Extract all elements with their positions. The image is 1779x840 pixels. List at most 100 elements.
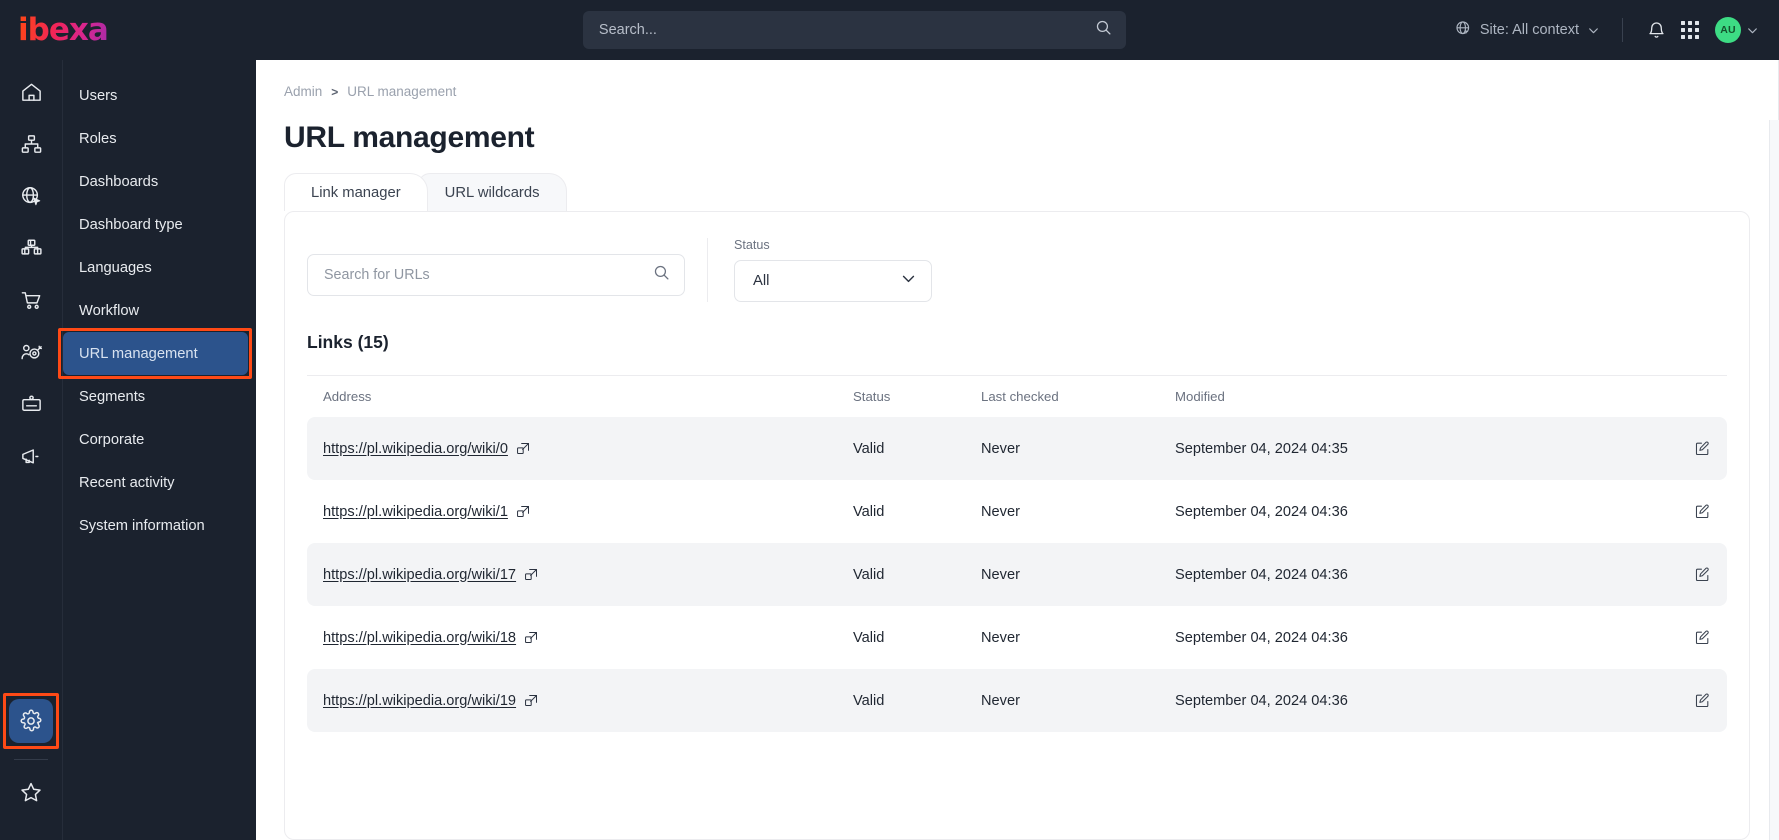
external-link-icon[interactable] [524,567,539,582]
avatar: AU [1715,17,1741,43]
edit-pencil-icon[interactable] [1694,629,1711,646]
search-icon[interactable] [1095,19,1112,41]
sidebar-item-users[interactable]: Users [63,74,248,117]
rail-divider [14,759,48,760]
cell-address: https://pl.wikipedia.org/wiki/18 [323,630,853,646]
site-context-label: Site: All context [1479,22,1579,38]
global-search-input[interactable]: Search... [598,22,657,38]
cell-actions [1671,629,1711,646]
cell-actions [1671,440,1711,457]
rail-item-products[interactable] [9,226,53,270]
row-link[interactable]: https://pl.wikipedia.org/wiki/19 [323,692,517,709]
rail-item-bookmarks[interactable] [9,770,53,814]
sidebar-item-label: Workflow [79,302,140,319]
cell-modified: September 04, 2024 04:35 [1175,440,1348,457]
table-row[interactable]: https://pl.wikipedia.org/wiki/0 Valid Ne… [307,417,1727,480]
cell-address: https://pl.wikipedia.org/wiki/1 [323,504,853,520]
logo-text: ibexa [18,11,109,48]
rail-item-campaigns[interactable] [9,434,53,478]
edit-pencil-icon[interactable] [1694,692,1711,709]
cell-last-checked: Never [981,503,1020,520]
cell-actions [1671,566,1711,583]
filter-row: Search for URLs Status All [285,212,1749,328]
cell-status: Valid [853,566,885,583]
sidebar-item-languages[interactable]: Languages [63,246,248,289]
cell-last-checked: Never [981,566,1020,583]
page-scroll-frame[interactable] [1769,120,1779,840]
row-link[interactable]: https://pl.wikipedia.org/wiki/0 [323,440,508,457]
cell-actions [1671,503,1711,520]
rail-item-home[interactable] [9,70,53,114]
sidebar-item-label: URL management [79,345,198,362]
rail-item-personalization[interactable] [9,382,53,426]
cell-last-checked: Never [981,629,1020,646]
sidebar-item-dashboards[interactable]: Dashboards [63,160,248,203]
chevron-down-icon[interactable] [900,270,917,292]
row-link[interactable]: https://pl.wikipedia.org/wiki/18 [323,629,517,646]
sidebar-item-dashboard-type[interactable]: Dashboard type [63,203,248,246]
edit-pencil-icon[interactable] [1694,566,1711,583]
logo[interactable]: ibexa [0,11,260,48]
user-menu[interactable]: AU [1715,17,1759,43]
chevron-down-icon [1746,24,1759,37]
table-row[interactable]: https://pl.wikipedia.org/wiki/17 Valid N… [307,543,1727,606]
sidebar-item-label: Dashboards [79,173,159,190]
rail-bottom [3,693,59,840]
breadcrumb-root[interactable]: Admin [284,84,323,99]
links-heading: Links (15) [307,332,389,352]
rail-item-content-structure[interactable] [9,122,53,166]
cell-modified: September 04, 2024 04:36 [1175,629,1348,646]
sidebar-item-segments[interactable]: Segments [63,375,248,418]
top-bar-right: Site: All context A [1449,13,1779,47]
rail-item-customers[interactable] [9,330,53,374]
global-search-box[interactable]: Search... [582,11,1126,49]
tab-url-wildcards[interactable]: URL wildcards [417,173,567,211]
cell-status: Valid [853,440,885,457]
cell-modified: September 04, 2024 04:36 [1175,692,1348,709]
cell-last-checked: Never [981,440,1020,457]
sidebar-item-url-management[interactable]: URL management [58,328,252,379]
sidebar-item-roles[interactable]: Roles [63,117,248,160]
url-search-input[interactable]: Search for URLs [307,254,685,296]
status-filter-select[interactable]: All [734,260,932,302]
sidebar-item-system-information[interactable]: System information [63,504,248,547]
rail-item-admin[interactable] [3,693,59,749]
external-link-icon[interactable] [524,630,539,645]
tab-bar: Link manager URL wildcards [256,155,1778,211]
external-link-icon[interactable] [524,693,539,708]
table-header-row: Address Status Last checked Modified [307,375,1727,417]
table-row[interactable]: https://pl.wikipedia.org/wiki/19 Valid N… [307,669,1727,732]
gear-icon[interactable] [9,699,53,743]
site-context-selector[interactable]: Site: All context [1449,20,1606,41]
tab-link-manager[interactable]: Link manager [284,173,428,211]
rail-item-site-factory[interactable] [9,174,53,218]
cell-address: https://pl.wikipedia.org/wiki/0 [323,441,853,457]
sidebar-item-corporate[interactable]: Corporate [63,418,248,461]
global-search-wrap: Search... [260,11,1449,49]
sidebar-item-recent-activity[interactable]: Recent activity [63,461,248,504]
row-link[interactable]: https://pl.wikipedia.org/wiki/1 [323,503,508,520]
edit-pencil-icon[interactable] [1694,503,1711,520]
table-row[interactable]: https://pl.wikipedia.org/wiki/1 Valid Ne… [307,480,1727,543]
sidebar-item-workflow[interactable]: Workflow [63,289,248,332]
rail-item-orders[interactable] [9,278,53,322]
main-content: Admin > URL management URL management Li… [256,60,1779,840]
sidebar-item-label: Dashboard type [79,216,183,233]
cell-modified: September 04, 2024 04:36 [1175,503,1348,520]
column-header-last-checked: Last checked [981,389,1059,404]
sidebar-item-label: System information [79,517,205,534]
sidebar-item-label: Corporate [79,431,145,448]
cell-status: Valid [853,692,885,709]
external-link-icon[interactable] [516,441,531,456]
search-icon[interactable] [653,264,670,286]
apps-grid-button[interactable] [1673,13,1707,47]
cell-modified: September 04, 2024 04:36 [1175,566,1348,583]
top-bar: ibexa Search... [0,0,1779,60]
external-link-icon[interactable] [516,504,531,519]
status-filter-wrap: Status All [708,238,932,302]
notifications-button[interactable] [1639,13,1673,47]
column-header-status: Status [853,389,891,404]
edit-pencil-icon[interactable] [1694,440,1711,457]
table-row[interactable]: https://pl.wikipedia.org/wiki/18 Valid N… [307,606,1727,669]
row-link[interactable]: https://pl.wikipedia.org/wiki/17 [323,566,517,583]
